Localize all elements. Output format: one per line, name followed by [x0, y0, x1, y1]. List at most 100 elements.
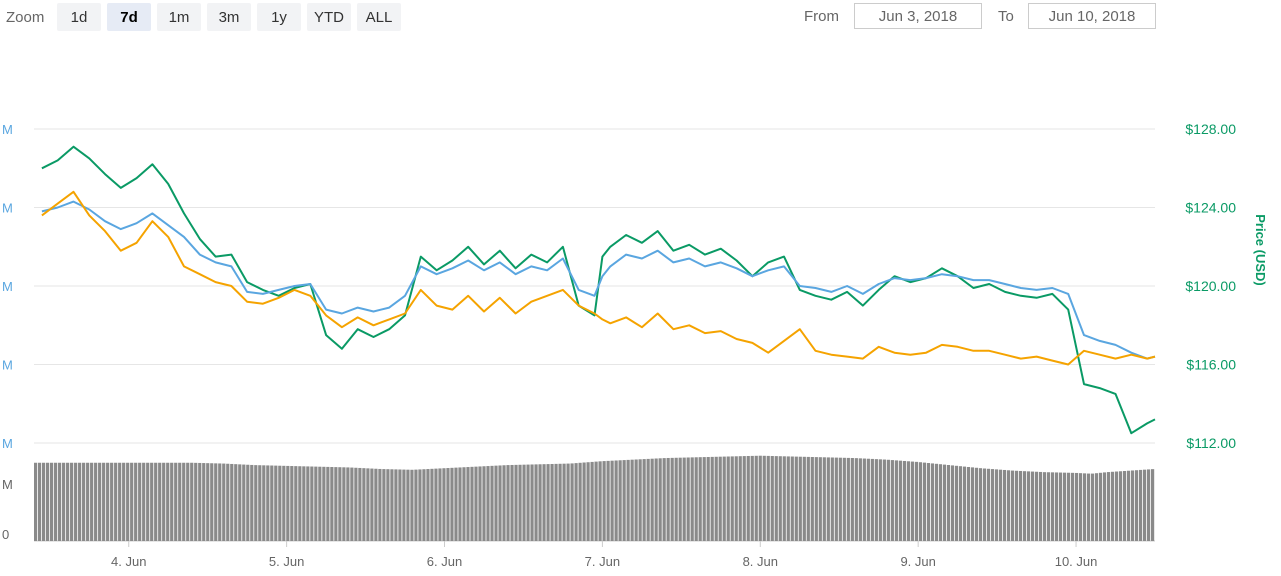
- volume-bar: [694, 457, 698, 541]
- y-right-tick-label: $116.00: [1186, 357, 1236, 373]
- volume-bar: [762, 455, 766, 541]
- volume-bar: [46, 462, 50, 541]
- zoom-3m-button[interactable]: 3m: [207, 3, 251, 31]
- volume-bar: [278, 465, 282, 541]
- x-tick-label: 4. Jun: [111, 554, 146, 569]
- volume-bar: [770, 456, 774, 541]
- volume-bar: [438, 468, 442, 541]
- volume-bar: [270, 465, 274, 541]
- zoom-ytd-button[interactable]: YTD: [307, 3, 351, 31]
- volume-bar: [354, 467, 358, 541]
- volume-bar: [1034, 471, 1039, 541]
- volume-bar: [714, 456, 718, 541]
- y-left-volume-label: 0: [2, 527, 9, 542]
- volume-bar: [686, 457, 690, 541]
- volume-bar: [38, 462, 42, 541]
- volume-bar: [326, 466, 330, 541]
- volume-bar: [302, 466, 306, 541]
- volume-bar: [102, 462, 106, 541]
- volume-bar: [1126, 470, 1131, 541]
- volume-bar: [470, 466, 474, 541]
- volume-bar: [70, 462, 74, 541]
- volume-bar: [238, 464, 242, 541]
- volume-bar: [358, 467, 362, 541]
- volume-bar: [850, 458, 854, 541]
- y-left-tick-label: M: [2, 201, 13, 216]
- volume-bar: [1070, 472, 1075, 541]
- volume-bar: [446, 468, 450, 541]
- volume-bar: [842, 457, 846, 541]
- volume-bar: [1054, 472, 1059, 541]
- volume-bar: [830, 457, 834, 541]
- volume-bar: [846, 457, 850, 541]
- volume-bar: [1090, 473, 1095, 541]
- volume-bar: [1146, 469, 1151, 541]
- volume-bar: [126, 462, 130, 541]
- volume-bar: [1086, 473, 1091, 541]
- volume-bar: [1002, 469, 1007, 541]
- volume-bar: [370, 468, 374, 541]
- volume-bar: [618, 460, 622, 541]
- to-date-input[interactable]: [1028, 3, 1156, 29]
- volume-bar: [742, 456, 746, 541]
- volume-bar: [610, 460, 614, 541]
- volume-bar: [798, 456, 802, 541]
- zoom-all-button[interactable]: ALL: [357, 3, 401, 31]
- volume-bar: [794, 456, 798, 541]
- volume-bar: [810, 457, 814, 541]
- volume-bar: [582, 462, 586, 541]
- volume-bar: [966, 466, 971, 541]
- volume-bar: [130, 462, 134, 541]
- volume-bar: [822, 457, 826, 541]
- volume-bar: [86, 462, 90, 541]
- volume-bar: [154, 462, 158, 541]
- volume-bar: [210, 463, 214, 541]
- volume-bar: [114, 462, 118, 541]
- volume-bar: [190, 462, 194, 541]
- volume-bar: [894, 460, 898, 541]
- volume-bar: [518, 464, 522, 541]
- volume-bar: [94, 462, 98, 541]
- volume-bar: [214, 463, 218, 541]
- y-left-tick-label: M: [2, 279, 13, 294]
- zoom-1m-button[interactable]: 1m: [157, 3, 201, 31]
- volume-bar: [874, 459, 878, 541]
- from-date-input[interactable]: [854, 3, 982, 29]
- x-tick-label: 5. Jun: [269, 554, 304, 569]
- volume-bar: [782, 456, 786, 541]
- volume-bar: [542, 464, 546, 541]
- volume-bar: [910, 461, 914, 541]
- volume-bar: [230, 463, 234, 541]
- volume-bar: [286, 465, 290, 541]
- zoom-1y-button[interactable]: 1y: [257, 3, 301, 31]
- zoom-1d-button[interactable]: 1d: [57, 3, 101, 31]
- volume-bar: [1030, 471, 1035, 541]
- volume-bar: [410, 469, 414, 541]
- volume-bar: [514, 464, 518, 541]
- zoom-7d-button[interactable]: 7d: [107, 3, 151, 31]
- volume-bar: [862, 458, 866, 541]
- volume-bar: [710, 456, 714, 541]
- volume-bar: [1114, 471, 1119, 541]
- volume-bar: [146, 462, 150, 541]
- volume-bar: [346, 467, 350, 541]
- volume-bar: [738, 456, 742, 541]
- volume-bar: [474, 466, 478, 541]
- volume-bar: [950, 465, 955, 541]
- volume-bar: [418, 469, 422, 541]
- volume-bar: [802, 456, 806, 541]
- volume-bar: [1018, 470, 1023, 541]
- volume-bar: [450, 467, 454, 541]
- y-right-tick-label: $128.00: [1185, 121, 1236, 137]
- x-tick-label: 6. Jun: [427, 554, 462, 569]
- volume-bar: [1062, 472, 1067, 541]
- x-tick-label: 10. Jun: [1055, 554, 1098, 569]
- volume-bar: [1038, 471, 1043, 541]
- volume-bar: [674, 457, 678, 541]
- y-left-volume-label: M: [2, 477, 13, 492]
- volume-bar: [62, 462, 66, 541]
- volume-bar: [558, 463, 562, 541]
- volume-bar: [1151, 469, 1155, 541]
- volume-bar: [254, 465, 258, 541]
